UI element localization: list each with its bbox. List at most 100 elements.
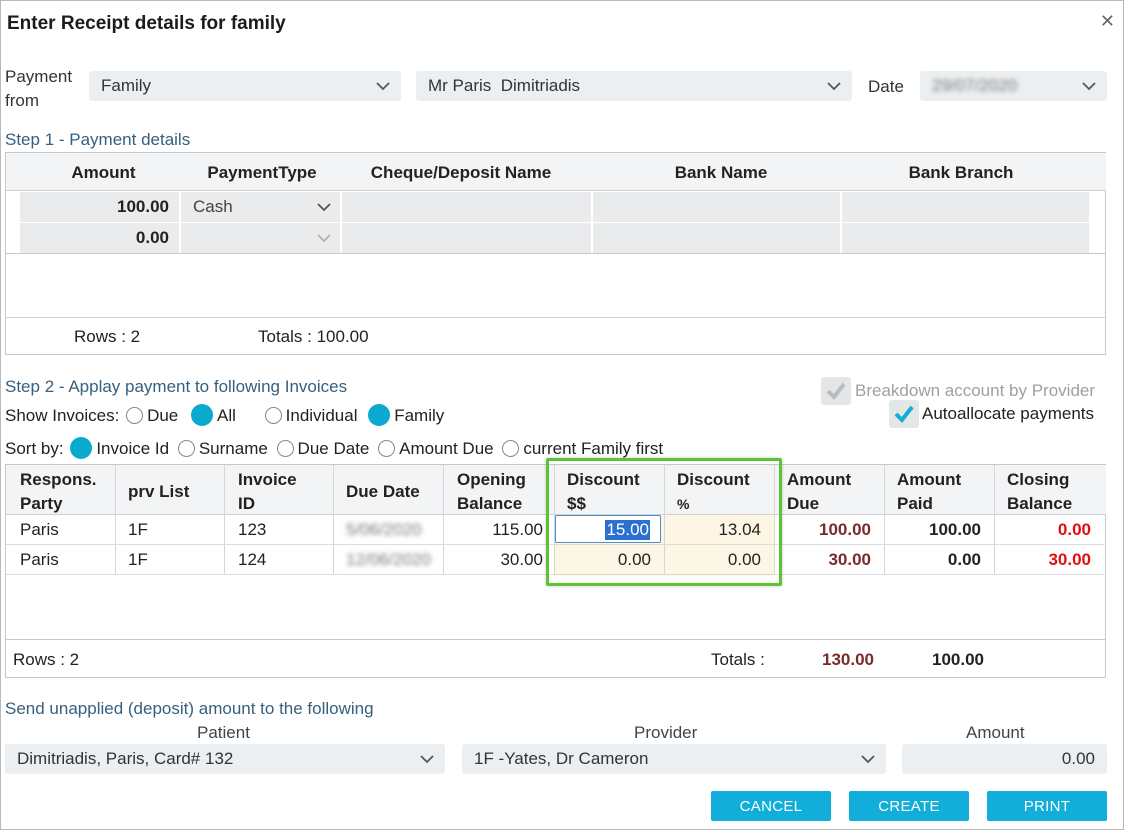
date-label: Date: [868, 77, 904, 96]
date-value: 29/07/2020: [932, 76, 1018, 95]
radio-all[interactable]: [191, 404, 213, 426]
discount-amount-cell[interactable]: 0.00: [617, 550, 651, 569]
show-invoices-label: Show Invoices:: [5, 406, 120, 425]
step1-title: Step 1 - Payment details: [5, 130, 191, 149]
chevron-down-icon: [1082, 82, 1096, 91]
rows-count: Rows : 2: [74, 327, 141, 346]
radio-sort-invoice-id[interactable]: [70, 437, 93, 459]
totals-label: Totals : 100.00: [258, 327, 369, 346]
deposit-title: Send unapplied (deposit) amount to the f…: [5, 699, 374, 718]
discount-amount-value: 15.00: [605, 520, 650, 540]
provider-value: 1F -Yates, Dr Cameron: [474, 749, 649, 768]
col-amount: Amount: [71, 163, 136, 182]
col-payment-type: PaymentType: [207, 163, 317, 182]
due-date-cell: 12/06/2020: [346, 550, 432, 569]
date-select[interactable]: 29/07/2020: [920, 71, 1107, 101]
invoice-cell: 123: [238, 520, 267, 539]
col-discount-amount: Discount $$: [567, 470, 640, 513]
payment-type-select[interactable]: [181, 223, 341, 253]
payer-select[interactable]: Mr Paris Dimitriadis: [416, 71, 852, 101]
provider-select[interactable]: 1F -Yates, Dr Cameron: [462, 744, 886, 774]
radio-label: Amount Due: [399, 439, 494, 458]
chevron-down-icon: [317, 203, 331, 212]
col-bank-name: Bank Name: [674, 163, 768, 182]
radio-label: Individual: [285, 406, 358, 425]
close-icon[interactable]: ✕: [1099, 11, 1115, 31]
col-respons-party: Respons. Party: [20, 470, 97, 513]
radio-due[interactable]: [126, 407, 144, 424]
breakdown-checkbox[interactable]: [821, 377, 851, 405]
step2-title: Step 2 - Applay payment to following Inv…: [5, 377, 348, 396]
payment-from-select[interactable]: Family: [89, 71, 401, 101]
grid-header: Amount PaymentType Cheque/Deposit Name B…: [6, 153, 1106, 191]
deposit-amount-input[interactable]: 0.00: [902, 744, 1107, 774]
cheque-name-cell[interactable]: [342, 223, 592, 253]
chevron-down-icon: [420, 755, 434, 764]
amount-cell[interactable]: 0.00: [20, 223, 180, 253]
radio-sort-family-first[interactable]: [502, 440, 520, 457]
closing-cell: 0.00: [1057, 520, 1091, 539]
discount-percent-cell[interactable]: 0.00: [727, 550, 761, 569]
col-closing-balance: Closing Balance: [1007, 470, 1073, 513]
chevron-down-icon: [317, 234, 331, 243]
amount-paid-cell[interactable]: 100.00: [929, 520, 981, 539]
totals-label: Totals :: [711, 650, 765, 669]
opening-cell: 115.00: [492, 520, 543, 539]
create-button[interactable]: CREATE: [849, 791, 969, 821]
amount-label: Amount: [966, 723, 1025, 742]
patient-select[interactable]: Dimitriadis, Paris, Card# 132: [5, 744, 445, 774]
discount-amount-input[interactable]: 15.00: [555, 515, 661, 543]
show-invoices-group: Show Invoices: Due All Individual Family: [5, 404, 448, 426]
col-discount-percent: Discount%: [677, 470, 750, 512]
invoices-grid: Respons. Party prv List Invoice ID Due Dat…: [5, 464, 1106, 678]
radio-label: Family: [394, 406, 445, 425]
col-amount-paid: Amount Paid: [897, 470, 962, 513]
discount-percent-cell[interactable]: 13.04: [718, 520, 761, 539]
payment-from-value: Family: [101, 76, 152, 95]
bank-branch-cell[interactable]: [842, 192, 1090, 222]
amount-paid-cell[interactable]: 0.00: [947, 550, 981, 569]
invoice-cell: 124: [238, 550, 267, 569]
amount-due-cell: 100.00: [819, 520, 871, 539]
radio-sort-due-date[interactable]: [276, 440, 294, 457]
bank-branch-cell[interactable]: [842, 223, 1090, 253]
prv-cell: 1F: [128, 550, 148, 569]
radio-family[interactable]: [368, 404, 391, 426]
dialog-title: Enter Receipt details for family: [7, 13, 286, 34]
col-bank-branch: Bank Branch: [908, 163, 1014, 182]
payer-value: Mr Paris Dimitriadis: [428, 76, 581, 95]
sort-by-label: Sort by:: [5, 439, 64, 458]
col-due-date: Due Date: [346, 482, 420, 501]
cheque-name-cell[interactable]: [342, 192, 592, 222]
radio-individual[interactable]: [264, 407, 282, 424]
autoallocate-label: Autoallocate payments: [922, 404, 1094, 423]
radio-sort-surname[interactable]: [177, 440, 195, 457]
autoallocate-checkbox[interactable]: [889, 400, 919, 428]
closing-cell: 30.00: [1048, 550, 1091, 569]
due-date-cell: 5/06/2020: [346, 520, 422, 539]
radio-label: All: [217, 406, 236, 425]
patient-label: Patient: [197, 723, 250, 742]
radio-label: current Family first: [523, 439, 664, 458]
party-cell: Paris: [20, 520, 59, 539]
radio-label: Due Date: [297, 439, 370, 458]
opening-cell: 30.00: [500, 550, 543, 569]
check-icon: [894, 405, 914, 424]
bank-name-cell[interactable]: [593, 223, 841, 253]
table-row[interactable]: Paris 1F 123 5/06/2020 115.00 13.04 100.…: [6, 515, 1106, 545]
table-row[interactable]: Paris 1F 124 12/06/2020 30.00 0.00 0.00 …: [6, 545, 1106, 575]
cancel-button[interactable]: CANCEL: [711, 791, 831, 821]
chevron-down-icon: [376, 82, 390, 91]
radio-label: Surname: [198, 439, 268, 458]
rows-count: Rows : 2: [13, 650, 80, 669]
col-prv-list: prv List: [128, 482, 190, 501]
print-button[interactable]: PRINT: [987, 791, 1107, 821]
provider-label: Provider: [634, 723, 698, 742]
radio-sort-amount-due[interactable]: [378, 440, 396, 457]
col-cheque-name: Cheque/Deposit Name: [370, 163, 552, 182]
amount-cell[interactable]: 100.00: [20, 192, 180, 222]
bank-name-cell[interactable]: [593, 192, 841, 222]
payment-from-label: Payment from: [5, 67, 73, 110]
payment-details-grid: Amount PaymentType Cheque/Deposit Name B…: [5, 152, 1106, 355]
payment-type-select[interactable]: Cash: [181, 192, 341, 222]
